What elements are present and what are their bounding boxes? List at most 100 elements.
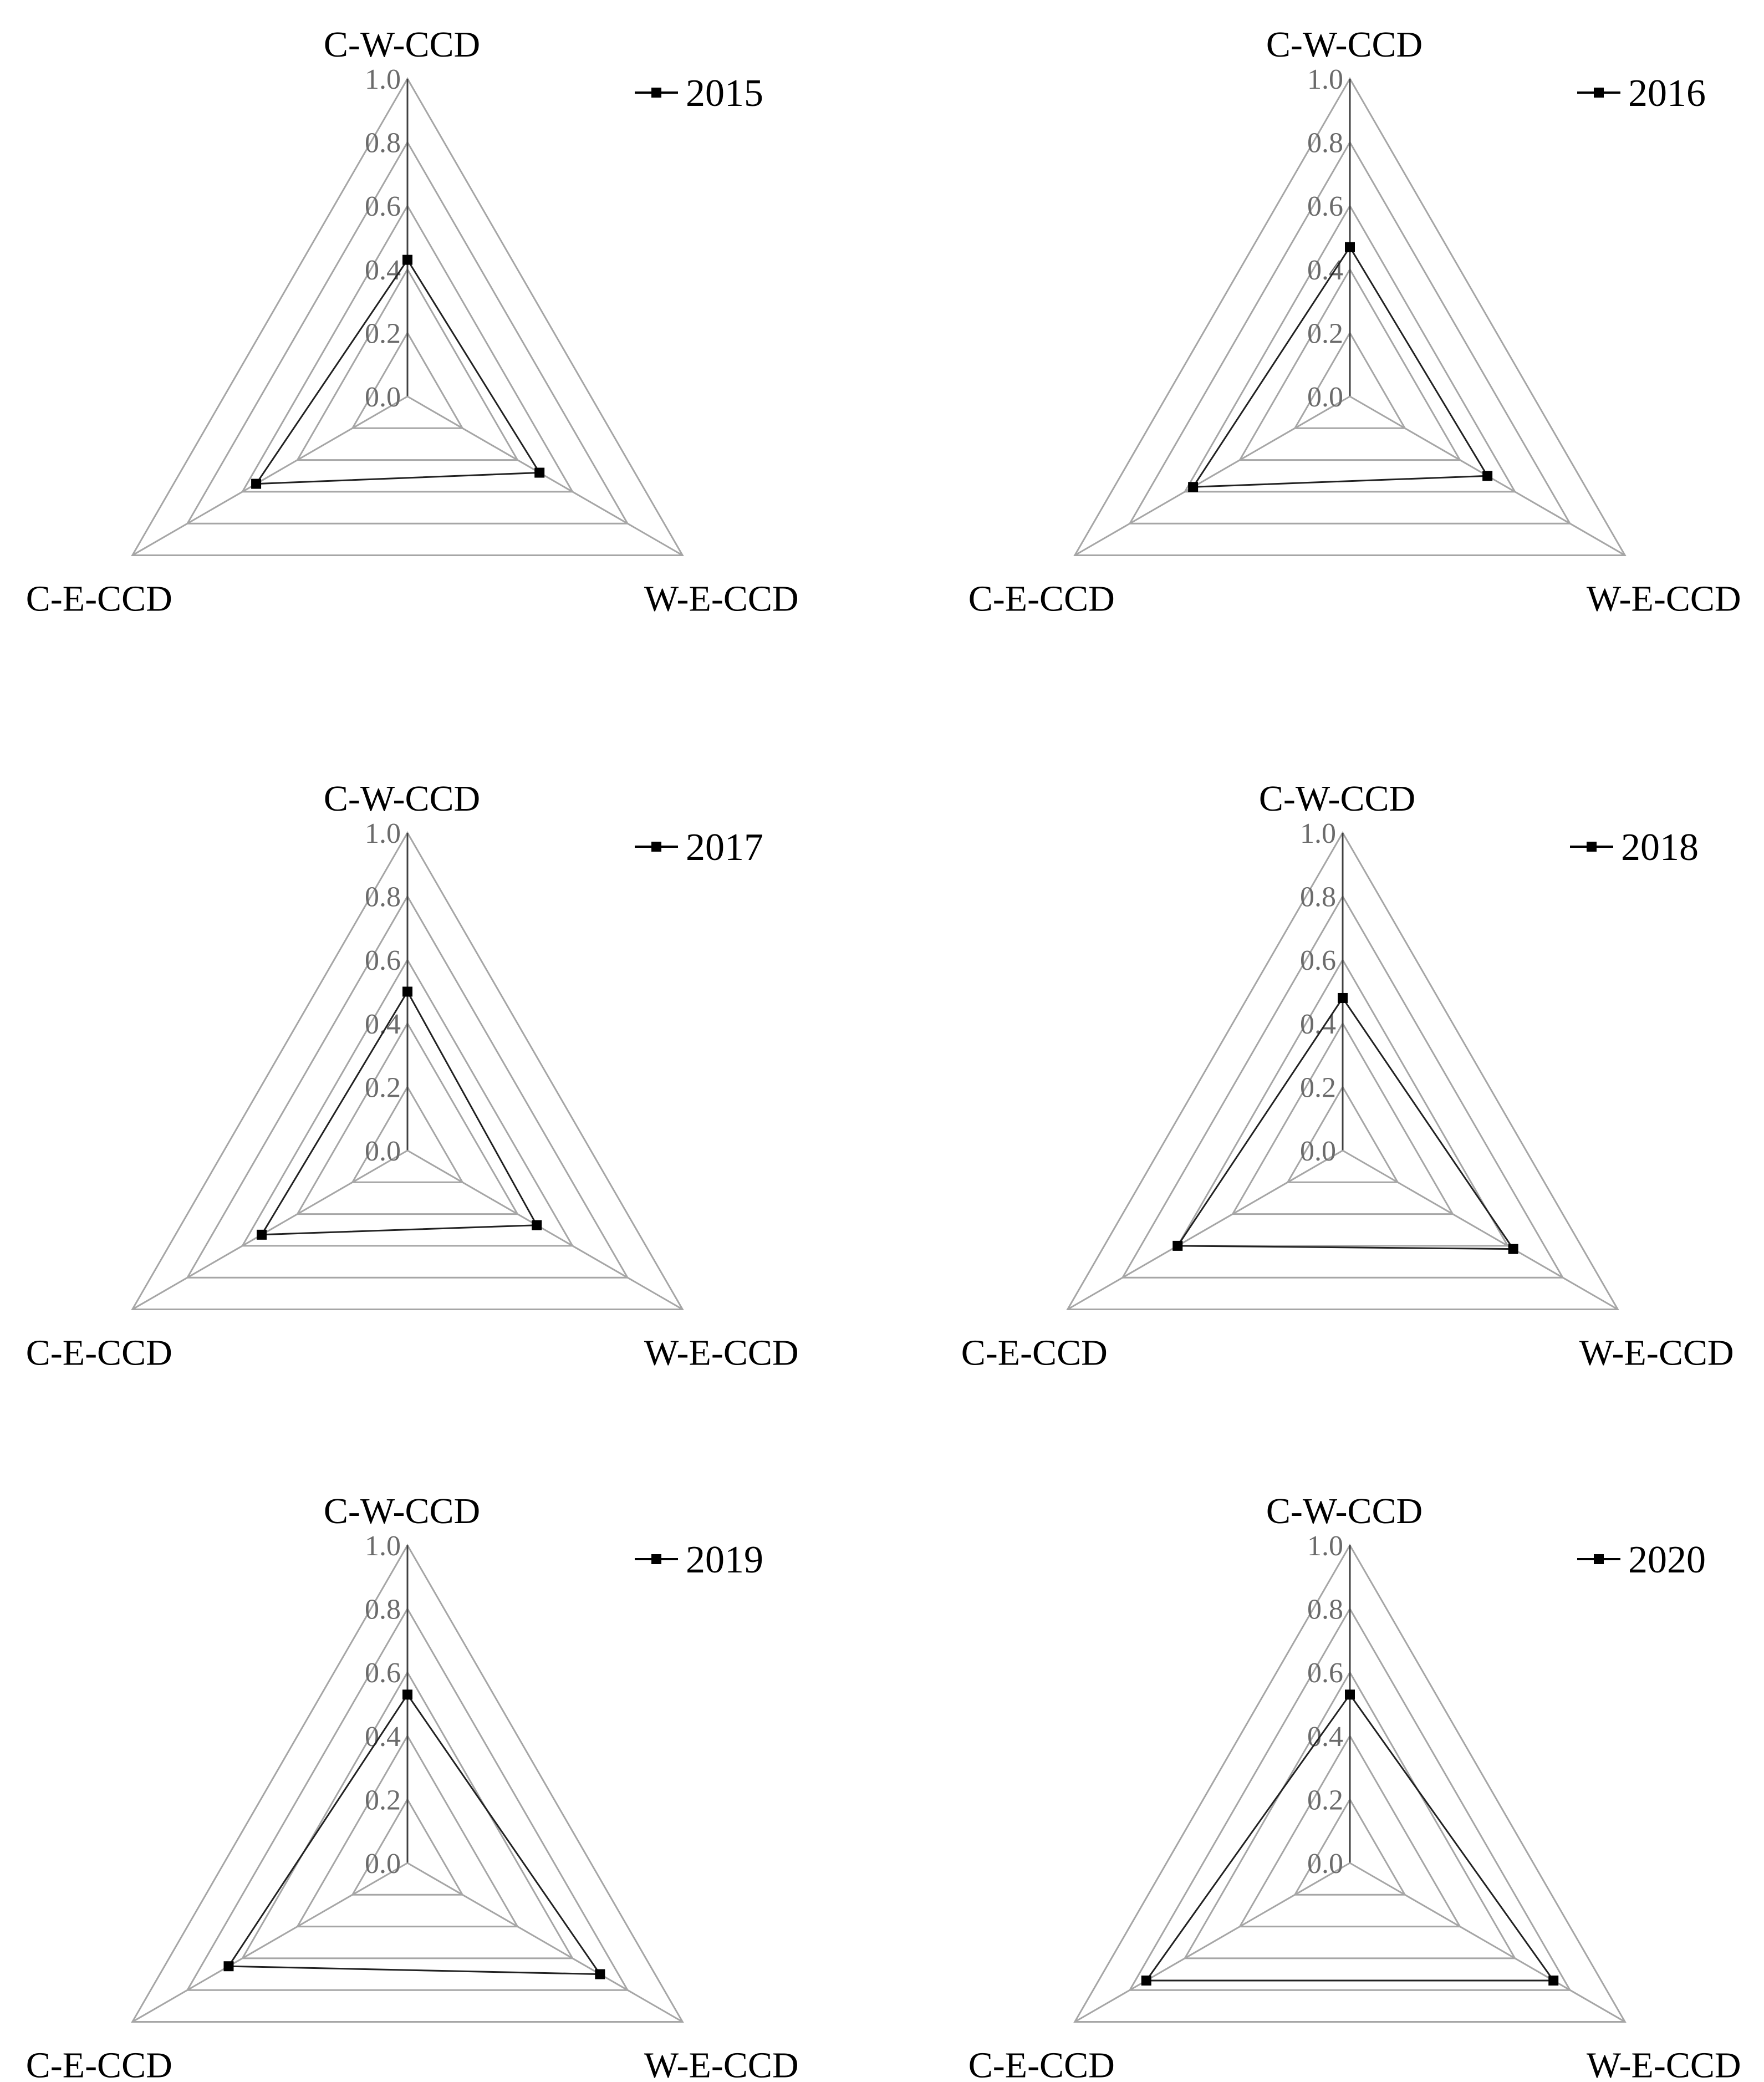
data-point-c-w-ccd xyxy=(1345,1689,1355,1700)
axis-label-c-w-ccd: C-W-CCD xyxy=(1266,24,1423,65)
tick-label: 0.8 xyxy=(1307,128,1343,159)
legend: 2019 xyxy=(635,1539,763,1581)
legend-label: 2019 xyxy=(686,1539,763,1581)
axis-label-c-w-ccd: C-W-CCD xyxy=(324,778,480,819)
radar-panel-2018: 0.00.20.40.60.81.0C-W-CCDW-E-CCDC-E-CCD2… xyxy=(961,778,1734,1373)
axis-label-c-w-ccd: C-W-CCD xyxy=(324,24,480,65)
data-point-c-w-ccd xyxy=(402,254,412,265)
grid-ring xyxy=(1183,204,1517,493)
series-line-2015 xyxy=(254,258,541,485)
legend-label: 2018 xyxy=(1621,826,1699,869)
tick-label: 0.0 xyxy=(365,381,401,413)
grid-ring xyxy=(1128,140,1572,525)
legend: 2018 xyxy=(1570,826,1699,869)
axis-spoke xyxy=(407,1862,683,2023)
data-point-w-e-ccd xyxy=(1548,1976,1559,1986)
tick-label: 0.8 xyxy=(1300,882,1336,913)
data-point-c-e-ccd xyxy=(251,478,262,489)
grid-ring xyxy=(295,1734,519,1928)
legend-marker xyxy=(651,88,661,98)
data-point-w-e-ccd xyxy=(532,1220,542,1230)
axis-label-w-e-ccd: W-E-CCD xyxy=(1587,2045,1741,2080)
grid-ring xyxy=(1183,1671,1517,1959)
tick-label: 0.4 xyxy=(365,254,401,286)
grid-ring xyxy=(131,77,684,556)
series-line-2020 xyxy=(1144,1693,1556,1982)
series-line-2017 xyxy=(260,990,538,1236)
grid-ring xyxy=(1286,1085,1399,1183)
tick-label: 0.8 xyxy=(365,1594,401,1626)
grid-ring xyxy=(351,1798,464,1896)
tick-label: 0.6 xyxy=(1307,1657,1343,1689)
legend: 2017 xyxy=(635,826,763,869)
grid-ring xyxy=(351,331,464,429)
tick-label: 0.6 xyxy=(1300,945,1336,976)
grid-ring xyxy=(1073,77,1627,556)
data-point-c-e-ccd xyxy=(256,1229,267,1240)
data-point-c-e-ccd xyxy=(1188,482,1199,492)
radar-panel-2016: 0.0 0.2 0.4 0.6 0.8 1.0C-W-CCD W-E-CCD C-E-CCD 2… xyxy=(968,24,1741,619)
grid-ring xyxy=(295,267,519,461)
tick-label: 0.8 xyxy=(365,882,401,913)
axis-label-c-e-ccd: C-E-CCD xyxy=(968,579,1115,619)
radar-panel-2015: 0.0 0.2 0.4 0.6 0.8 1.0C-W-CCD W-E-CCD C-E-CCD 2… xyxy=(26,24,799,619)
grid-ring xyxy=(186,140,629,525)
series-line-2018 xyxy=(1176,996,1515,1250)
legend: 2015 xyxy=(635,72,763,115)
tick-label: 1.0 xyxy=(365,818,401,849)
legend-marker xyxy=(1587,842,1597,852)
tick-label: 0.4 xyxy=(1307,254,1343,286)
tick-label: 0.6 xyxy=(1307,191,1343,222)
axis-label-c-w-ccd: C-W-CCD xyxy=(1266,1491,1423,1531)
tick-label: 0.0 xyxy=(365,1848,401,1880)
grid-ring xyxy=(295,1021,519,1215)
data-point-c-e-ccd xyxy=(223,1961,234,1972)
tick-label: 0.0 xyxy=(1307,1848,1343,1880)
grid-ring xyxy=(241,204,574,493)
legend: 2020 xyxy=(1577,1539,1706,1581)
axis-spoke xyxy=(1349,1862,1625,2023)
data-point-c-e-ccd xyxy=(1172,1240,1183,1251)
tick-label: 0.2 xyxy=(365,1072,401,1103)
legend-label: 2017 xyxy=(686,826,763,869)
grid-ring xyxy=(1293,331,1406,429)
axis-label-w-e-ccd: W-E-CCD xyxy=(644,1333,799,1373)
grid-ring xyxy=(1073,1543,1627,2023)
data-point-w-e-ccd xyxy=(1482,471,1493,481)
axis-spoke xyxy=(132,395,408,556)
tick-label: 0.6 xyxy=(365,945,401,976)
tick-label: 0.2 xyxy=(1307,1784,1343,1816)
data-point-c-w-ccd xyxy=(1345,242,1355,252)
grid-ring xyxy=(131,1543,684,2023)
tick-label: 0.8 xyxy=(1307,1594,1343,1626)
grid-ring xyxy=(186,894,629,1279)
series-line-2016 xyxy=(1191,245,1489,488)
axis-spoke xyxy=(1067,1149,1343,1310)
tick-label: 0.6 xyxy=(365,1657,401,1689)
tick-label: 1.0 xyxy=(365,1530,401,1562)
axis-label-c-w-ccd: C-W-CCD xyxy=(1259,778,1415,819)
axis-spoke xyxy=(1074,1862,1350,2023)
axis-label-c-w-ccd: C-W-CCD xyxy=(324,1491,480,1531)
grid-ring xyxy=(1128,1607,1572,1991)
data-point-w-e-ccd xyxy=(534,467,545,478)
axis-spoke xyxy=(1074,395,1350,556)
data-point-c-w-ccd xyxy=(402,986,412,997)
grid-ring xyxy=(131,831,684,1310)
grid-ring xyxy=(1231,1021,1455,1215)
tick-label: 1.0 xyxy=(1307,64,1343,95)
tick-label: 0.8 xyxy=(365,128,401,159)
data-point-c-w-ccd xyxy=(402,1689,412,1700)
tick-label: 1.0 xyxy=(365,64,401,95)
axis-label-w-e-ccd: W-E-CCD xyxy=(1579,1333,1734,1373)
axis-label-c-e-ccd: C-E-CCD xyxy=(968,2045,1115,2080)
axis-label-c-e-ccd: C-E-CCD xyxy=(26,2045,172,2080)
data-point-w-e-ccd xyxy=(595,1969,605,1979)
grid-ring xyxy=(1176,958,1510,1247)
legend-label: 2015 xyxy=(686,72,763,115)
tick-label: 1.0 xyxy=(1307,1530,1343,1562)
grid-ring xyxy=(1238,1734,1462,1928)
tick-label: 0.2 xyxy=(365,1784,401,1816)
grid-ring xyxy=(1238,267,1462,461)
